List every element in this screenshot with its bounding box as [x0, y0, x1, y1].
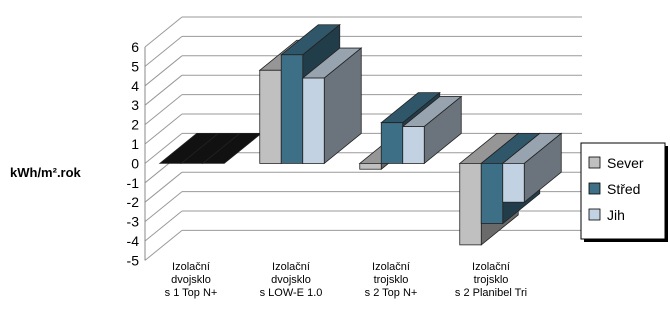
legend-label: Střed	[607, 181, 640, 197]
legend-swatch	[588, 182, 601, 195]
gridline-side	[144, 74, 183, 106]
y-tick-label: -5	[127, 252, 140, 268]
gridline-side	[144, 230, 183, 261]
y-tick-label: -1	[127, 175, 140, 191]
bar-group	[458, 132, 563, 246]
category-label: s 2 Top N+	[365, 287, 418, 299]
bar-střed	[380, 122, 404, 164]
bar-sever	[359, 162, 382, 170]
gridline-side	[144, 191, 183, 222]
y-tick-label: 3	[131, 97, 139, 113]
bar-group	[358, 91, 463, 171]
gridline-side	[144, 94, 183, 125]
legend-swatch	[588, 156, 601, 169]
category-label: s LOW-E 1.0	[260, 287, 323, 299]
category-label: trojsklo	[474, 274, 509, 286]
gridline-side	[144, 36, 183, 67]
legend: Sever Střed Jih	[580, 142, 668, 242]
bar-sever	[259, 69, 282, 164]
category-label: Izolační	[272, 261, 310, 273]
y-tick-label: -2	[127, 194, 140, 210]
category-label: trojsklo	[374, 274, 409, 286]
category-label: dvojsklo	[271, 274, 311, 286]
y-tick-label: 4	[131, 78, 139, 94]
gridline-side	[144, 113, 183, 145]
y-tick-label: 0	[131, 155, 139, 171]
bar-sever	[459, 162, 482, 246]
bar-jih	[502, 162, 525, 203]
category-label: Izolační	[472, 261, 510, 273]
category-label: Izolační	[372, 261, 410, 273]
bar-group	[258, 23, 363, 165]
category-label: s 1 Top N+	[165, 287, 218, 299]
y-tick-label: -4	[127, 233, 140, 249]
gridline-side	[144, 133, 183, 164]
gridline-side	[144, 210, 183, 242]
bar-group	[158, 132, 263, 164]
category-label: Izolační	[172, 261, 210, 273]
legend-swatch	[588, 208, 601, 221]
gridline-side	[144, 55, 183, 87]
bar-střed	[280, 54, 304, 164]
gridline-side	[144, 171, 183, 203]
bar-jih	[402, 126, 425, 164]
y-tick-label: 1	[131, 136, 139, 152]
axes: 6 5 4 3 2 1 0 -1 -2 -3 -4 -5	[127, 39, 146, 268]
legend-label: Jih	[607, 207, 625, 223]
bar-střed	[480, 162, 504, 224]
category-label: s 2 Planibel Tri	[455, 287, 527, 299]
gridline-side	[144, 16, 183, 48]
y-tick-label: 6	[131, 39, 139, 55]
y-tick-label: 5	[131, 58, 139, 74]
y-tick-label: -3	[127, 214, 140, 230]
y-axis-label: kWh/m².rok	[10, 165, 82, 180]
category-label: dvojsklo	[171, 274, 211, 286]
bars	[158, 23, 563, 246]
legend-label: Sever	[607, 155, 644, 171]
y-tick-label: 2	[131, 117, 139, 133]
bar-jih	[302, 77, 325, 164]
